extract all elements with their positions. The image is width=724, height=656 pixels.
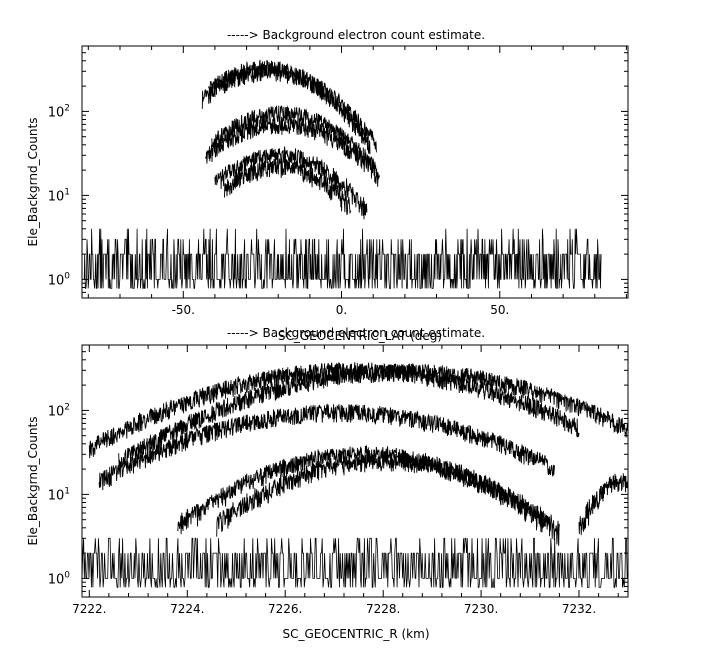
chart-2-x-tick-label: 7230. [464,602,498,616]
chart-2-x-tick-label: 7228. [366,602,400,616]
chart-1-series-4-line [204,116,380,187]
chart-1-noise-trace [83,228,602,289]
chart-2-x-axis-label: SC_GEOCENTRIC_R (km) [283,627,430,641]
chart-1-series-2-line [201,64,377,153]
chart-2-y-tick-label: 100 [48,570,71,587]
chart-panel-2: -----> Background electron count estimat… [26,326,629,641]
chart-2-title: -----> Background electron count estimat… [227,326,485,340]
chart-1-x-ticks: -50. 0. 50. [87,46,627,317]
chart-2-series-layer [81,362,629,588]
chart-1-x-axis-label: SC_GEOCENTRIC_LAT (deg) [278,329,442,343]
chart-1-y-tick-label: 100 [48,271,71,288]
chart-panel-1: -----> Background electron count estimat… [26,28,629,343]
chart-2-x-tick-label: 7232. [562,602,596,616]
chart-2-series-1-line [88,362,580,459]
chart-1-y-axis-label: Ele_Backgrnd_Counts [26,118,40,247]
chart-1-series-5-line [214,146,368,220]
chart-2-series-2-line [118,363,629,471]
chart-1-x-tick-label: 0. [336,303,347,317]
chart-2-x-tick-label: 7226. [268,602,302,616]
chart-1-plot-frame [81,45,629,299]
chart-1-y-tick-label: 102 [48,103,70,120]
chart-2-series-3-line [98,403,555,491]
chart-1-series-layer [83,59,602,289]
chart-2-y-tick-label: 101 [48,486,70,503]
chart-1-series-6-line [223,158,352,215]
chart-2-series-6-line [578,473,629,536]
chart-2-x-tick-label: 7224. [170,602,204,616]
chart-1-x-tick-label: 50. [490,303,509,317]
chart-2-series-5-line [216,451,560,546]
chart-1-y-tick-label: 101 [48,187,70,204]
chart-2-noise-trace [81,537,628,588]
chart-2-series-4-line [177,444,551,535]
chart-2-x-ticks: 7222. 7224. 7226. 7228. 7230. 7232. [72,345,619,616]
chart-2-plot-frame [81,344,629,598]
chart-1-title: -----> Background electron count estimat… [227,28,485,42]
chart-2-y-tick-label: 102 [48,402,70,419]
chart-1-x-tick-label: -50. [172,303,195,317]
chart-2-x-tick-label: 7222. [72,602,106,616]
chart-2-y-axis-label: Ele_Backgrnd_Counts [26,417,40,546]
